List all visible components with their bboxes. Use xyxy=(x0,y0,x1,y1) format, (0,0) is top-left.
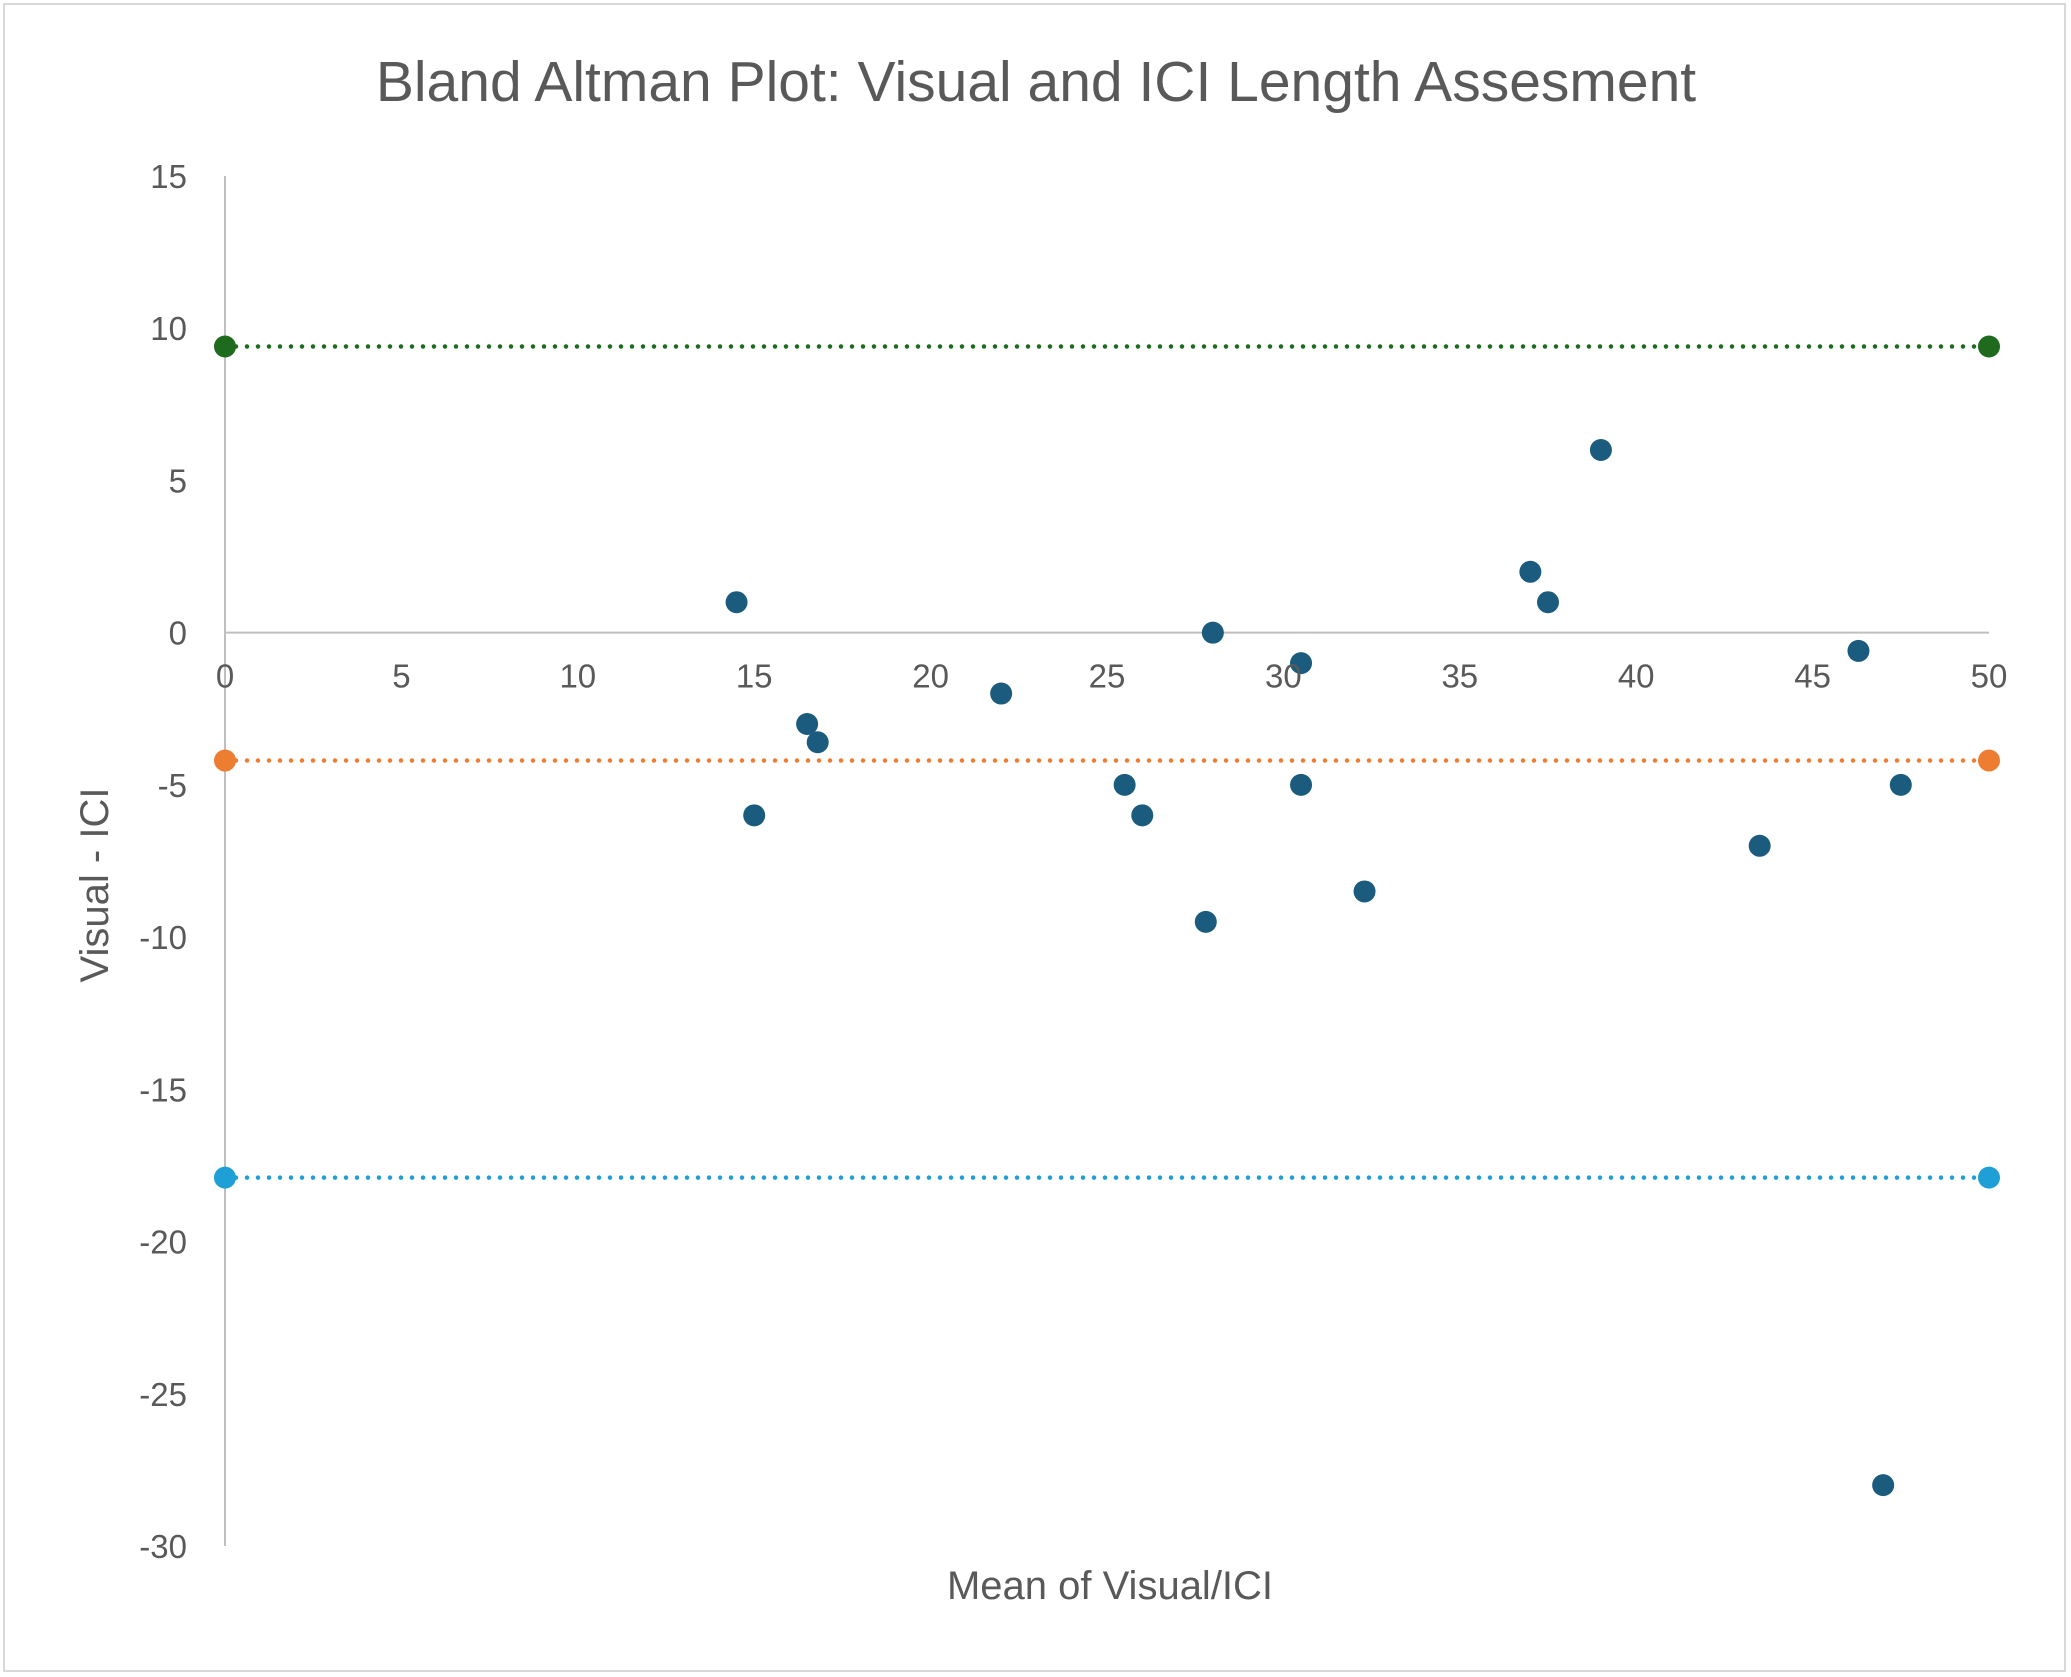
x-tick-label: 5 xyxy=(392,658,410,695)
data-point xyxy=(1537,591,1559,614)
data-point xyxy=(1131,804,1154,827)
data-point xyxy=(1201,621,1224,644)
y-tick-label: 5 xyxy=(169,462,187,499)
data-point xyxy=(1113,773,1136,796)
x-tick-label: 10 xyxy=(559,658,596,695)
data-points-layer xyxy=(725,439,1912,1497)
x-tick-label: 30 xyxy=(1265,658,1302,695)
reference-line-endpoint xyxy=(214,1166,236,1189)
chart-svg: Bland Altman Plot: Visual and ICI Length… xyxy=(73,50,2007,1608)
reference-lines-layer xyxy=(214,335,2000,1189)
data-point xyxy=(1290,773,1313,796)
x-tick-label: 25 xyxy=(1089,658,1126,695)
data-point xyxy=(1889,773,1912,796)
chart-frame: Bland Altman Plot: Visual and ICI Length… xyxy=(3,3,2066,1672)
y-tick-label: -20 xyxy=(139,1224,187,1261)
data-point xyxy=(806,731,829,754)
data-point xyxy=(743,804,766,827)
data-point xyxy=(1519,560,1542,583)
reference-line-endpoint xyxy=(214,335,236,358)
data-point xyxy=(1290,652,1313,675)
data-point xyxy=(796,713,819,735)
y-tick-label: 0 xyxy=(169,615,187,652)
data-point xyxy=(1353,880,1376,903)
x-tick-label: 0 xyxy=(216,658,234,695)
y-tick-label: -30 xyxy=(139,1528,187,1565)
x-axis-title: Mean of Visual/ICI xyxy=(947,1564,1273,1608)
y-tick-label: -5 xyxy=(158,767,187,804)
data-point xyxy=(1872,1474,1895,1497)
data-point xyxy=(1748,834,1771,857)
x-tick-label: 20 xyxy=(912,658,949,695)
chart-title: Bland Altman Plot: Visual and ICI Length… xyxy=(376,50,1696,114)
data-point xyxy=(1847,639,1870,662)
data-point xyxy=(725,591,748,614)
x-tick-label: 40 xyxy=(1618,658,1655,695)
x-tick-label: 45 xyxy=(1794,658,1831,695)
x-tick-label: 50 xyxy=(1971,658,2008,695)
x-tick-label: 15 xyxy=(736,658,773,695)
y-tick-label: -25 xyxy=(139,1376,187,1413)
y-tick-label: 10 xyxy=(150,310,187,347)
y-tick-label: -10 xyxy=(139,919,187,956)
reference-line-endpoint xyxy=(214,749,236,772)
data-point xyxy=(1194,910,1217,933)
y-axis-title: Visual - ICI xyxy=(73,788,117,983)
y-tick-label: 15 xyxy=(150,158,187,195)
axes-layer xyxy=(224,176,1989,1546)
reference-line-endpoint xyxy=(1978,1166,2000,1189)
tick-labels-layer: 0 5 10 15 20 25 30 35 40 45 50151050-5-10-15-20-25… xyxy=(139,158,2007,1565)
y-tick-label: -15 xyxy=(139,1071,187,1108)
data-point xyxy=(990,682,1013,705)
x-tick-label: 35 xyxy=(1441,658,1478,695)
reference-line-endpoint xyxy=(1978,749,2000,772)
data-point xyxy=(1589,439,1612,461)
reference-line-endpoint xyxy=(1978,335,2000,358)
